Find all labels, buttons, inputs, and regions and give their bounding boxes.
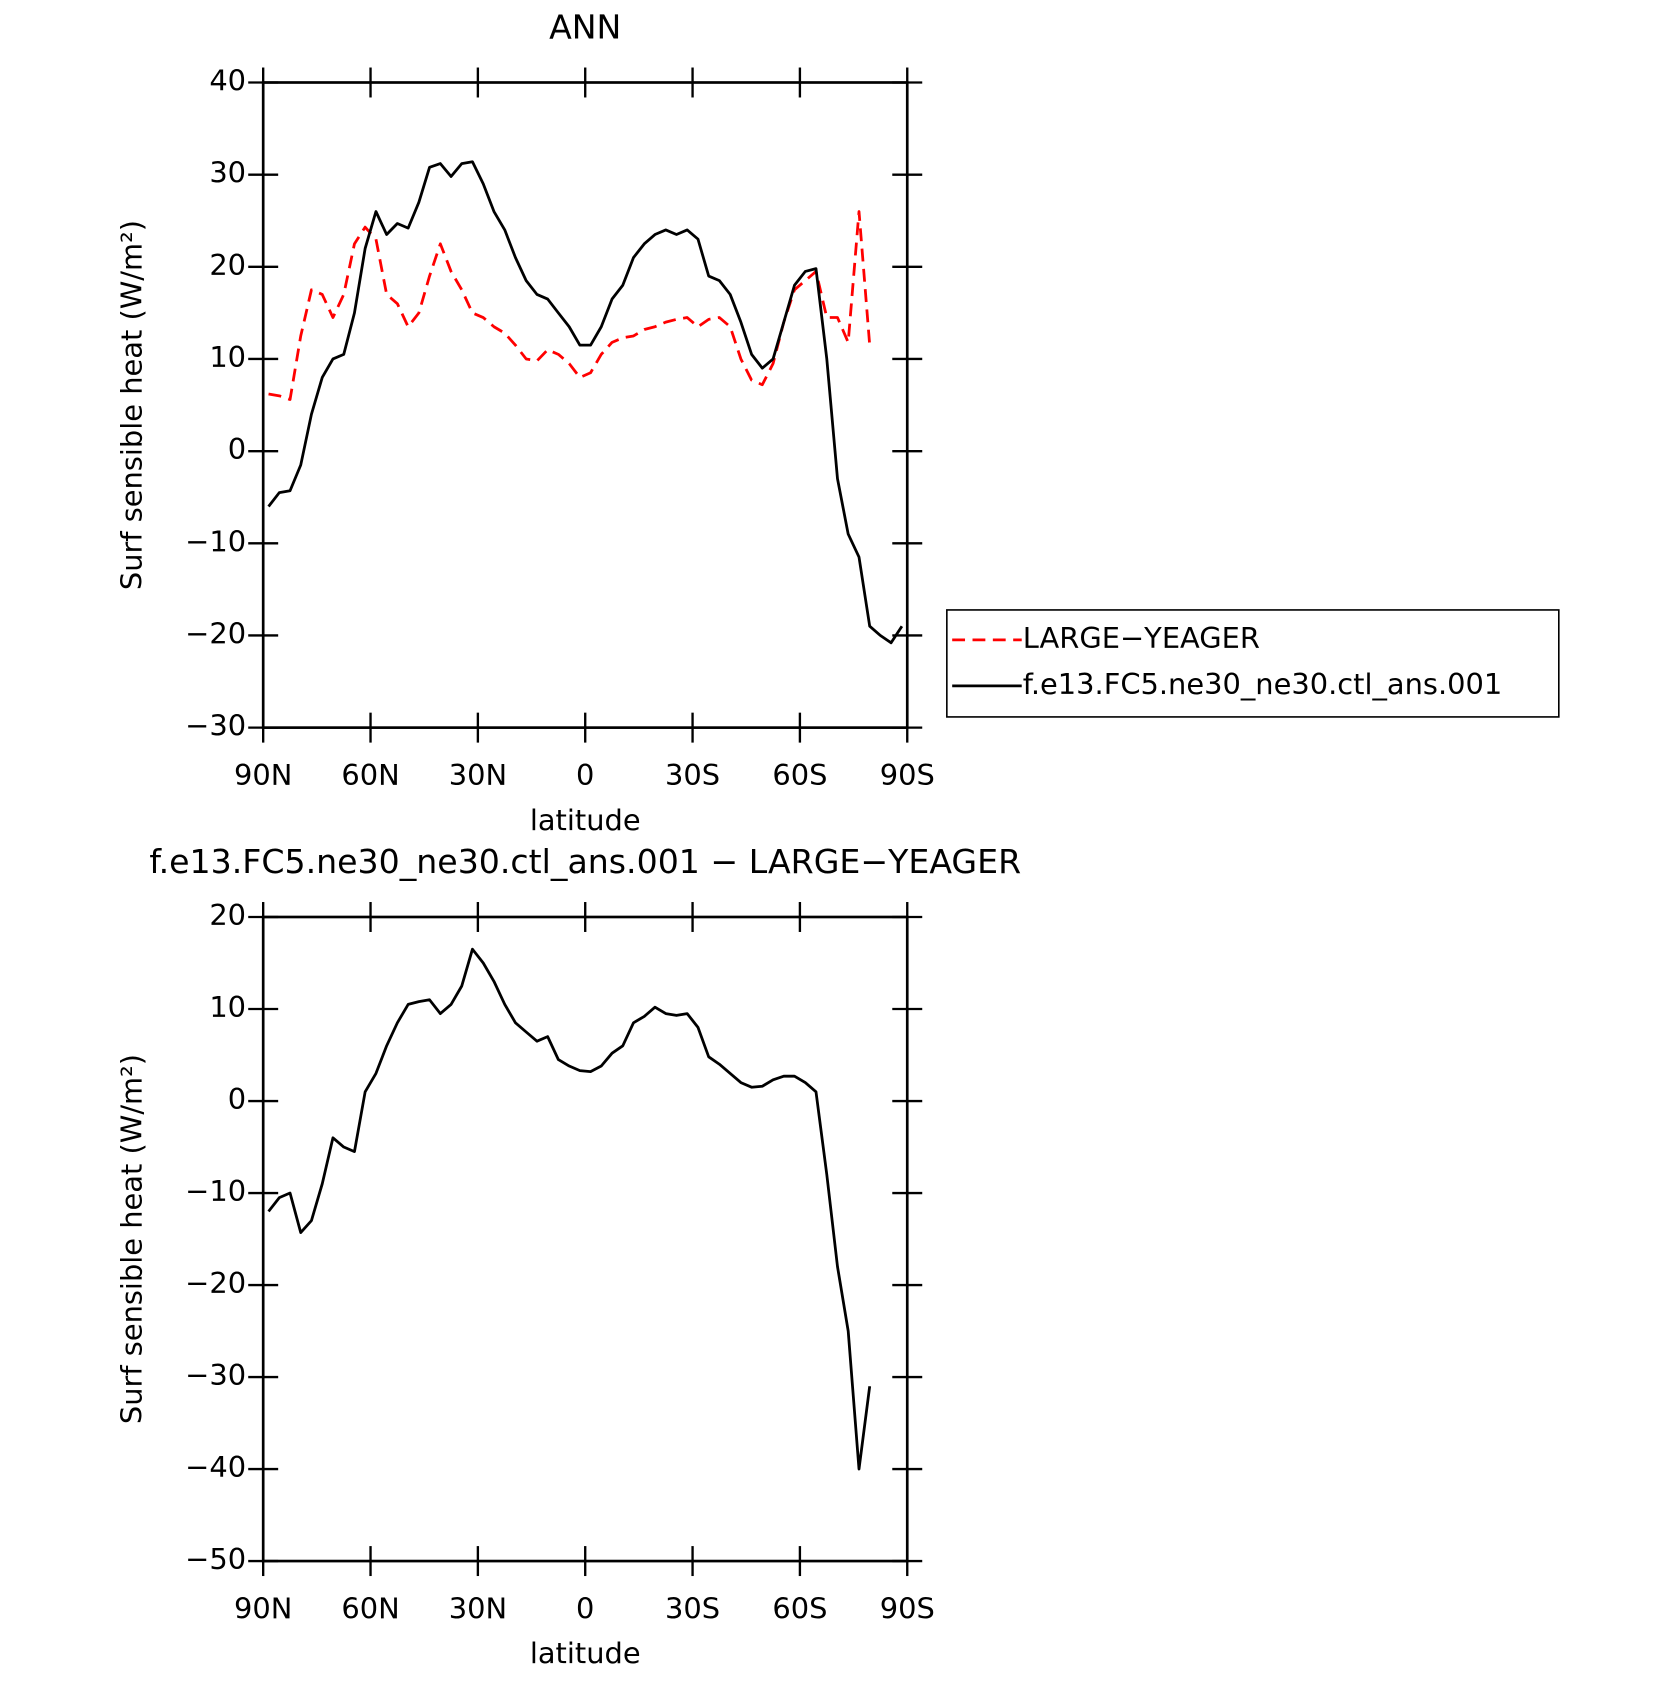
x-axis-label: latitude [530,803,641,837]
y-tick-label: 0 [228,1082,246,1116]
x-tick-label: 90S [880,758,935,792]
chart-title: ANN [549,8,621,47]
y-axis-label: Surf sensible heat (W/m²) [115,1054,149,1424]
legend-box [946,609,1560,718]
x-tick-label: 60N [341,1591,399,1625]
y-tick-label: −10 [185,524,246,558]
x-tick-label: 30S [665,1591,720,1625]
x-axis-label: latitude [530,1636,641,1670]
x-tick-label: 30N [449,758,507,792]
x-tick-label: 60S [772,1591,827,1625]
x-tick-label: 60S [772,758,827,792]
y-tick-label: −30 [185,1358,246,1392]
y-tick-label: −20 [185,616,246,650]
y-tick-label: 30 [209,156,246,190]
y-tick-label: −30 [185,709,246,743]
y-tick-label: −40 [185,1450,246,1484]
y-tick-label: 0 [228,432,246,466]
y-tick-label: 10 [209,340,246,374]
x-tick-label: 90N [234,1591,292,1625]
legend-label: LARGE−YEAGER [1023,621,1260,655]
y-tick-label: −50 [185,1542,246,1576]
y-tick-label: −20 [185,1266,246,1300]
x-tick-label: 90N [234,758,292,792]
x-tick-label: 90S [880,1591,935,1625]
x-tick-label: 30N [449,1591,507,1625]
data-line [268,210,872,401]
y-tick-label: 20 [209,248,246,282]
x-tick-label: 0 [576,758,594,792]
y-axis-label: Surf sensible heat (W/m²) [115,220,149,590]
x-tick-label: 30S [665,758,720,792]
y-tick-label: 10 [209,990,246,1024]
y-tick-label: −10 [185,1174,246,1208]
data-line [267,160,904,645]
x-tick-label: 60N [341,758,399,792]
x-tick-label: 0 [576,1591,594,1625]
data-line [267,947,872,1471]
y-tick-label: 40 [209,63,246,97]
chart-title: f.e13.FC5.ne30_ne30.ctl_ans.001 − LARGE−… [149,842,1021,881]
plot-frame [261,81,909,729]
y-tick-label: 20 [209,898,246,932]
legend-label: f.e13.FC5.ne30_ne30.ctl_ans.001 [1023,667,1502,701]
plot-frame [261,915,909,1563]
